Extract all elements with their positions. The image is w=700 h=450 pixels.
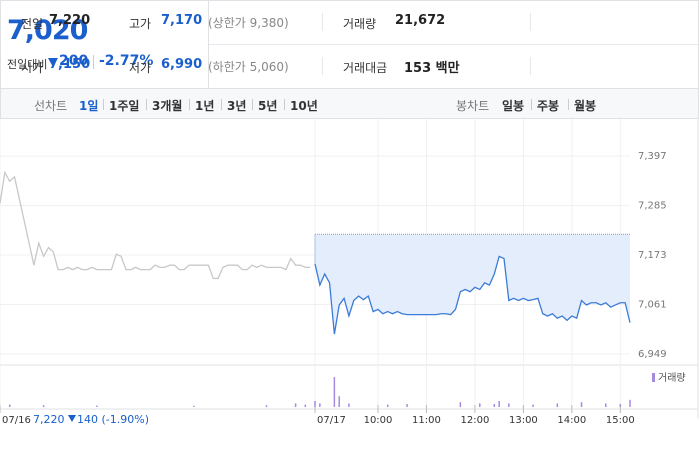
volume-bar <box>629 399 631 407</box>
change-amount: 200 <box>59 53 89 69</box>
x-tick-label: 13:00 <box>509 415 538 426</box>
stat-value: 7,220 <box>49 13 91 28</box>
volume-bar <box>338 396 340 407</box>
volume-bar <box>96 405 98 407</box>
tab-group-label: 선차트 <box>34 99 68 113</box>
candle-tab[interactable]: 월봉 <box>574 99 597 113</box>
period-tab[interactable]: 1주일 <box>109 99 140 113</box>
volume-bar <box>459 402 462 407</box>
period-tab[interactable]: 1년 <box>195 99 215 113</box>
period-tab[interactable]: 3년 <box>227 99 247 113</box>
volume-bar <box>532 404 534 407</box>
y-tick-label: 7,061 <box>638 299 667 310</box>
period-tab[interactable]: 10년 <box>290 99 318 113</box>
change-label: 전일대비 <box>7 58 48 71</box>
price-line <box>314 255 631 335</box>
stat-value: 7,170 <box>161 13 203 28</box>
volume-bar <box>605 403 607 407</box>
stat-note: (하한가 5,060) <box>208 60 289 74</box>
stat-value: 21,672 <box>395 13 446 28</box>
volume-bar <box>319 403 321 407</box>
tab-separator <box>189 99 190 110</box>
tab-separator <box>103 99 104 110</box>
y-tick-label: 7,173 <box>638 250 667 261</box>
tab-separator <box>284 99 285 110</box>
price-chart: 거래량 7,397 7,285 7,173 7,061 6,949 07/16 07/17 1… <box>0 119 699 426</box>
divider <box>530 57 531 75</box>
y-tick-label: 7,285 <box>638 201 667 212</box>
divider <box>208 1 209 88</box>
tab-group-label: 봉차트 <box>456 99 490 113</box>
candle-tab[interactable]: 일봉 <box>502 99 525 113</box>
stat-value: 7,150 <box>49 57 91 72</box>
change-rate: -2.77% <box>99 53 154 69</box>
volume-bar <box>8 404 11 407</box>
y-tick-label: 7,397 <box>638 151 667 162</box>
period-tab[interactable]: 1일 <box>79 99 99 113</box>
y-tick-label: 6,949 <box>638 349 667 360</box>
stat-note: (상한가 9,380) <box>208 16 289 30</box>
divider <box>209 44 699 45</box>
stat-label: 고가 <box>129 17 152 31</box>
down-arrow <box>68 415 76 422</box>
x-tick-label: 12:00 <box>461 415 490 426</box>
x-tick-label: 14:00 <box>557 415 586 426</box>
x-tick-label: 15:00 <box>606 415 635 426</box>
divider <box>322 57 323 75</box>
x-tick-label: 10:00 <box>364 415 393 426</box>
volume-bar <box>619 404 622 407</box>
prev-change: 140 <box>77 413 98 426</box>
divider <box>93 55 94 69</box>
volume-bar <box>386 404 389 407</box>
volume-bar <box>406 404 408 407</box>
period-tabs: 선차트 1일 1주일 3개월 1년 3년 5년 10년 봉차트 일봉 주봉 월봉 <box>0 88 699 119</box>
x-tick-label: 11:00 <box>412 415 441 426</box>
volume-bar <box>479 403 481 407</box>
volume-bar <box>556 403 559 407</box>
tab-separator <box>531 99 532 110</box>
volume-bar <box>348 403 350 407</box>
current-price: 7,020 <box>7 15 88 46</box>
area-fill <box>315 234 630 335</box>
tab-separator <box>252 99 253 110</box>
volume-bar <box>314 401 316 407</box>
volume-bar <box>265 405 268 407</box>
stat-label: 거래대금 <box>343 61 388 75</box>
tab-separator <box>568 99 569 110</box>
volume-bar <box>304 404 307 407</box>
stat-label: 전일 <box>21 17 44 31</box>
quote-panel: 7,020 전일대비 200 -2.77% 전일 7,220 고가 7,170 (상한가… <box>0 0 699 88</box>
stat-value: 6,990 <box>161 57 203 72</box>
stat-label: 거래량 <box>343 17 377 31</box>
candle-tab[interactable]: 주봉 <box>537 99 560 113</box>
divider <box>322 13 323 31</box>
volume-bar <box>498 401 500 407</box>
tab-separator <box>221 99 222 110</box>
volume-bar <box>193 405 195 407</box>
volume-bar <box>580 402 583 407</box>
x-tick-label: 07/17 <box>317 415 346 426</box>
down-arrow <box>48 58 58 67</box>
stat-value: 153 백만 <box>404 61 460 76</box>
prev-summary: 7,220 140 (-1.90%) <box>33 413 149 426</box>
volume-bar <box>333 377 336 407</box>
prev-close: 7,220 <box>33 413 65 426</box>
volume-bar <box>493 404 496 407</box>
price-line <box>0 170 311 280</box>
stat-label: 저가 <box>129 61 152 75</box>
volume-bar <box>42 405 45 407</box>
prev-rate: (-1.90%) <box>101 413 150 426</box>
x-tick-label: 07/16 <box>2 415 31 426</box>
volume-bar <box>294 403 297 407</box>
legend-swatch <box>652 373 655 382</box>
divider <box>530 13 531 31</box>
tab-separator <box>146 99 147 110</box>
legend-label: 거래량 <box>658 372 686 384</box>
volume-bar <box>508 403 510 407</box>
period-tab[interactable]: 3개월 <box>152 99 183 113</box>
stat-label: 시가 <box>21 61 44 75</box>
period-tab[interactable]: 5년 <box>258 99 278 113</box>
